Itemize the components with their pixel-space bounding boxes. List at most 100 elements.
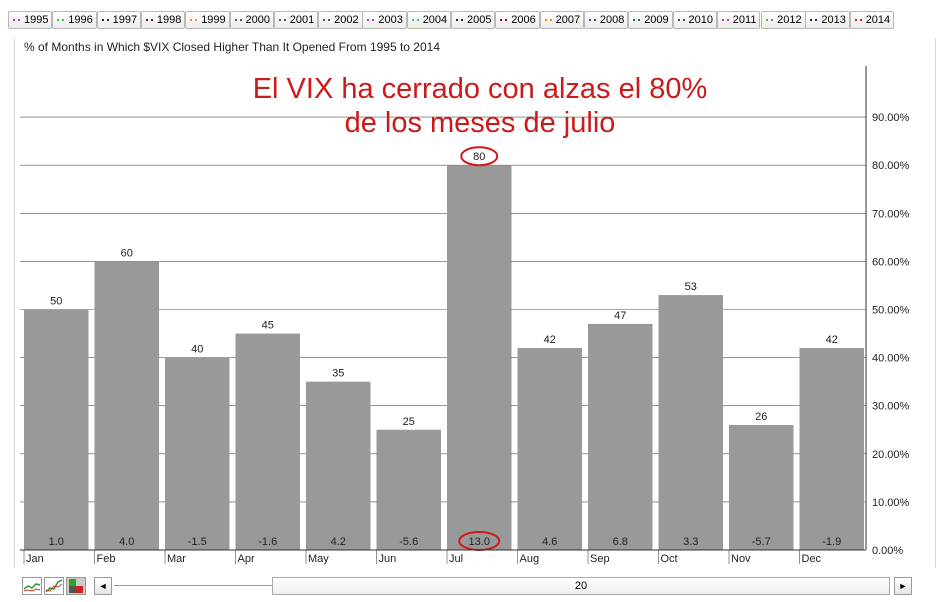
chart-annotation: El VIX ha cerrado con alzas el 80% de lo… [150, 72, 810, 140]
bottom-label: 4.2 [331, 536, 346, 548]
bottom-label: -5.6 [399, 536, 418, 548]
legend-swatch [101, 19, 109, 21]
bottom-label: -5.7 [752, 536, 771, 548]
axes [20, 66, 867, 564]
scroll-rail[interactable] [114, 585, 272, 586]
bar-sep [588, 323, 653, 550]
legend-label: 2013 [821, 14, 846, 26]
multi-line-chart-icon[interactable] [44, 577, 64, 595]
legend-label: 2005 [467, 14, 492, 26]
x-tick-label: Aug [520, 553, 540, 565]
legend-swatch [633, 19, 641, 21]
scrollbar[interactable]: ◄ 20 ► [94, 577, 912, 595]
y-tick-label: 90.00% [872, 112, 910, 124]
legend-label: 2000 [245, 14, 270, 26]
legend-item-2013[interactable]: 2013 [805, 11, 850, 29]
color-swatch-icon[interactable] [66, 577, 86, 595]
y-tick-label: 30.00% [872, 401, 910, 413]
highlight-circle-top [460, 146, 499, 167]
legend-item-2004[interactable]: 2004 [406, 11, 452, 29]
line-chart-icon[interactable] [22, 577, 42, 595]
legend-label: 2008 [599, 14, 625, 26]
bar-jul [447, 165, 512, 550]
bottom-label: -1.6 [258, 536, 277, 548]
value-label: 53 [685, 281, 697, 293]
x-tick-label: Dec [802, 553, 822, 565]
legend-swatch [234, 19, 242, 21]
legend-item-1998[interactable]: 1998 [140, 11, 186, 29]
legend-swatch [190, 19, 198, 21]
legend-item-1999[interactable]: 1999 [185, 11, 230, 29]
bar-dec [799, 347, 864, 550]
labels: 0.00% 10.00% 20.00% 30.00% 40.00% 50.00% 60.00… [26, 112, 910, 565]
legend-item-2001[interactable]: 2001 [273, 11, 319, 29]
bottom-label: 4.0 [119, 536, 134, 548]
legend-label: 1995 [24, 14, 49, 26]
y-tick-label: 80.00% [872, 160, 910, 172]
legend-swatch [57, 19, 65, 21]
legend-swatch [411, 19, 419, 21]
legend-label: 2009 [644, 14, 669, 26]
legend-item-2009[interactable]: 2009 [628, 11, 673, 29]
legend-item-1996[interactable]: 1996 [52, 11, 97, 29]
legend-item-2010[interactable]: 2010 [672, 11, 717, 29]
legend-item-1995[interactable]: 1995 [8, 11, 53, 29]
y-tick-label: 70.00% [872, 208, 910, 220]
x-tick-label: Mar [167, 553, 186, 565]
legend-label: 1997 [112, 14, 138, 26]
legend-item-2002[interactable]: 2002 [318, 11, 363, 29]
x-tick-label: Jun [379, 553, 397, 565]
legend-item-2003[interactable]: 2003 [362, 11, 407, 29]
annotation-line-1: El VIX ha cerrado con alzas el 80% [252, 73, 708, 105]
legend-label: 1999 [201, 14, 226, 26]
value-label: 47 [614, 310, 626, 322]
legend-item-2006[interactable]: 2006 [495, 11, 540, 29]
bottom-label: -1.9 [822, 536, 841, 548]
scroll-thumb[interactable]: 20 [272, 577, 890, 595]
bottom-label: 4.6 [542, 536, 557, 548]
legend-item-2005[interactable]: 2005 [451, 11, 496, 29]
legend-item-2000[interactable]: 2000 [229, 11, 274, 29]
bar-apr [235, 333, 300, 550]
legend-bar: 1995 1996 1997 1998 1999 2000 2001 2002 2003 2004… [8, 7, 934, 39]
legend-item-2007[interactable]: 2007 [539, 11, 585, 29]
value-label: 50 [50, 296, 62, 308]
legend-item-1997[interactable]: 1997 [96, 11, 142, 29]
y-tick-label: 40.00% [872, 353, 910, 365]
bottom-label: 6.8 [613, 536, 628, 548]
legend-swatch [588, 19, 596, 21]
scroll-left-button[interactable]: ◄ [94, 577, 112, 595]
value-label: 45 [262, 320, 274, 332]
x-tick-label: Jan [26, 553, 44, 565]
bar-mar [165, 357, 230, 550]
legend-label: 2002 [334, 14, 359, 26]
value-label: 80 [473, 151, 485, 163]
bar-oct [658, 295, 723, 550]
legend-item-2011[interactable]: 2011 [716, 11, 761, 29]
value-label: 26 [755, 411, 767, 423]
legend-label: 2014 [865, 14, 891, 26]
legend-item-2014[interactable]: 2014 [849, 11, 895, 29]
bar-aug [517, 347, 582, 550]
x-tick-label: Oct [661, 553, 678, 565]
value-label: 40 [191, 344, 203, 356]
legend-item-2008[interactable]: 2008 [583, 11, 629, 29]
legend-swatch [367, 19, 375, 21]
scroll-right-button[interactable]: ► [894, 577, 912, 595]
legend-label: 1998 [156, 14, 182, 26]
x-tick-label: Nov [731, 553, 751, 565]
value-label: 42 [826, 334, 838, 346]
bottom-toolbar: ◄ 20 ► [14, 570, 934, 602]
y-tick-label: 50.00% [872, 305, 910, 317]
x-tick-label: May [308, 553, 329, 565]
legend-item-2012[interactable]: 2012 [761, 11, 806, 29]
y-tick-label: 20.00% [872, 449, 910, 461]
legend-label: 2011 [732, 14, 757, 26]
legend-label: 2004 [422, 14, 448, 26]
x-tick-label: Feb [97, 553, 116, 565]
legend-label: 2006 [511, 14, 536, 26]
legend-label: 2001 [289, 14, 315, 26]
bar-nov [729, 424, 794, 550]
legend-swatch [145, 19, 153, 21]
chart-subtitle: % of Months in Which $VIX Closed Higher … [24, 40, 441, 54]
